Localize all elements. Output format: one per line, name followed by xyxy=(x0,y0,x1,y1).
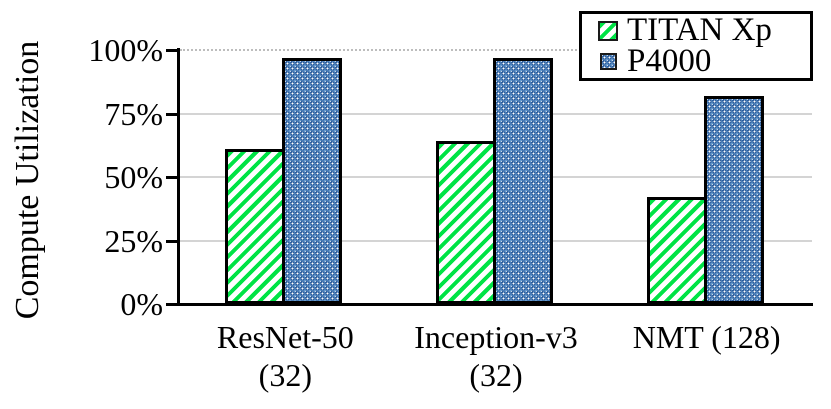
x-axis-label-line: NMT (128) xyxy=(632,319,781,355)
x-axis-label-line: (32) xyxy=(258,357,312,393)
x-axis-label-cat2: NMT (128) xyxy=(587,318,827,356)
bar-p4000-cat1 xyxy=(493,58,553,304)
bar-titan-xp-cat0 xyxy=(225,149,286,304)
plot-area xyxy=(180,49,812,304)
y-tick-mark-100 xyxy=(166,49,180,52)
x-axis-label-line: (32) xyxy=(469,357,523,393)
y-tick-label-25: 25% xyxy=(104,222,163,259)
x-axis-baseline xyxy=(177,303,813,306)
gridline-100 xyxy=(180,49,812,51)
x-axis-label-line: Inception-v3 xyxy=(414,319,578,355)
y-tick-mark-0 xyxy=(166,303,180,306)
legend-label-p4000: P4000 xyxy=(627,43,712,79)
y-tick-mark-25 xyxy=(166,239,180,243)
y-tick-label-75: 75% xyxy=(104,95,163,132)
y-tick-mark-75 xyxy=(166,112,180,116)
y-tick-label-100: 100% xyxy=(88,32,163,68)
y-tick-label-0: 0% xyxy=(120,286,163,322)
p4000-swatch-icon xyxy=(600,53,617,70)
legend-item-p4000: P4000 xyxy=(598,43,806,79)
bar-titan-xp-cat1 xyxy=(436,141,496,304)
y-tick-label-50: 50% xyxy=(104,159,163,195)
x-axis-label-line: ResNet-50 xyxy=(216,319,354,355)
legend: TITAN Xp P4000 xyxy=(579,11,813,81)
legend-item-titan-xp: TITAN Xp xyxy=(598,12,806,48)
x-axis-label-cat1: Inception-v3 (32) xyxy=(376,318,616,394)
titan-xp-swatch-icon xyxy=(598,20,618,41)
bar-titan-xp-cat2 xyxy=(646,197,707,304)
legend-label-titan-xp: TITAN Xp xyxy=(627,12,772,48)
x-axis-label-cat0: ResNet-50 (32) xyxy=(165,318,405,394)
bar-p4000-cat0 xyxy=(282,58,343,304)
y-tick-mark-50 xyxy=(166,176,180,179)
bar-p4000-cat2 xyxy=(703,96,764,304)
